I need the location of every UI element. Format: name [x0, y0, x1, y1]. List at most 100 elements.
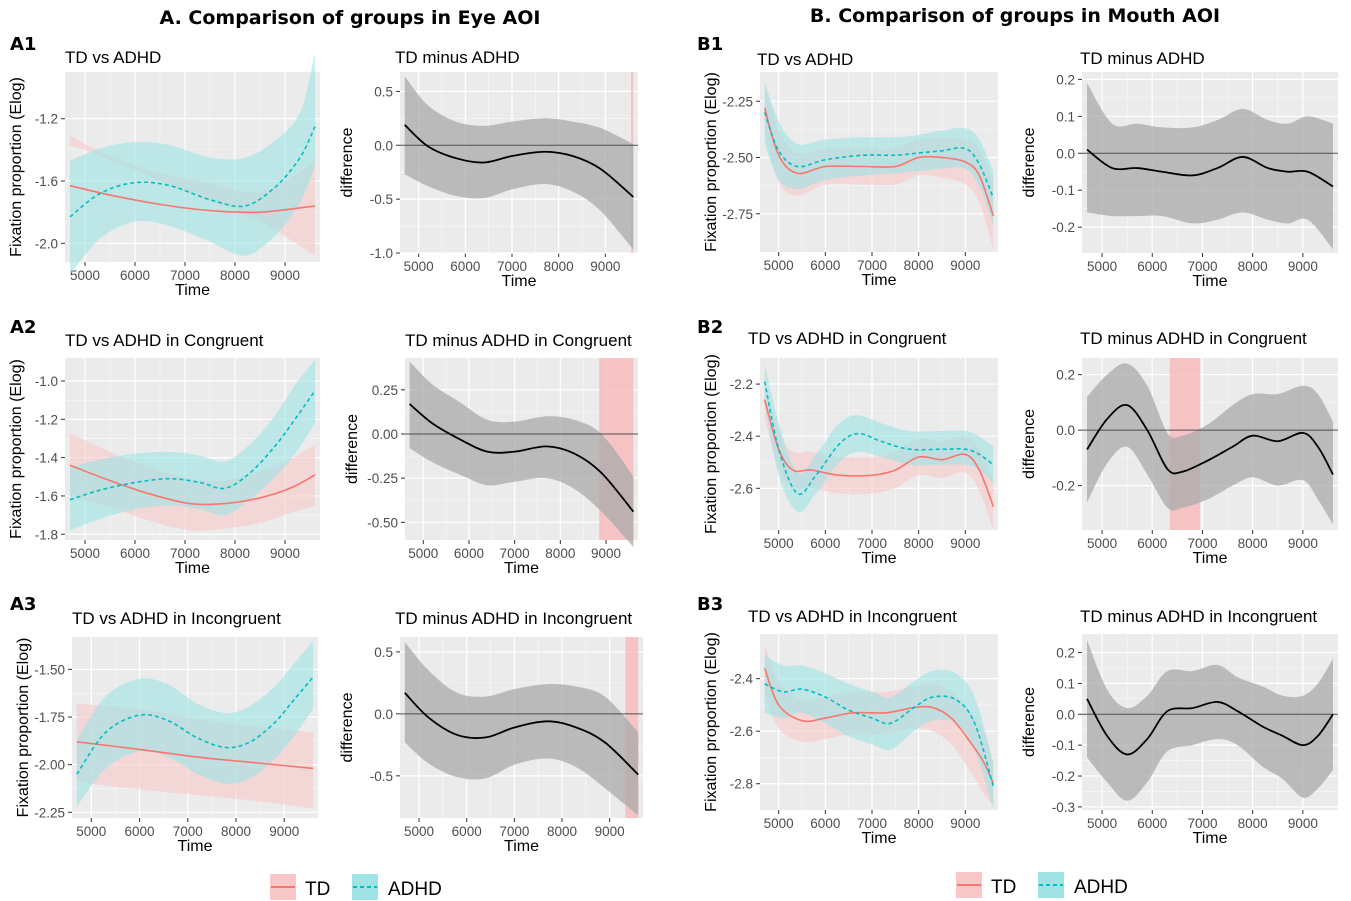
panel-tag-a1: A1: [10, 34, 36, 55]
y-tick-label: -1.50: [34, 662, 65, 677]
panel-tag-a3: A3: [10, 594, 36, 615]
x-tick-label: 8000: [547, 824, 577, 839]
x-tick-label: 5000: [764, 816, 794, 831]
confidence-band-difference: [1087, 363, 1333, 525]
x-tick-label: 7000: [170, 268, 200, 283]
series-line-difference: [1086, 698, 1334, 756]
y-tick-label: 0.0: [1056, 146, 1075, 161]
y-axis-label: Fixation proportion (Elog): [15, 638, 32, 818]
chart-B3-left: 5000 6000 7000 8000 9000 -2.8 -2.6 -2.4 TD vs AD…: [703, 607, 998, 847]
x-axis-label: Time: [1193, 830, 1228, 847]
legend-adhd-label: ADHD: [1074, 877, 1128, 898]
y-tick-label: 0.25: [372, 383, 398, 398]
chart-B3-right: 5000 6000 7000 8000 9000 -0.3 -0.2 -0.1 0.0 0.1 0.…: [1021, 607, 1338, 847]
y-tick-label: -2.25: [34, 805, 65, 820]
y-tick-label: -0.25: [367, 471, 398, 486]
panel-title: TD minus ADHD: [1080, 49, 1205, 68]
chart-A2-right: 5000 6000 7000 8000 9000 -0.50 -0.25 0.00 0.25 TD…: [344, 331, 638, 577]
x-tick-label: 7000: [1187, 259, 1217, 274]
x-tick-label: 7000: [170, 546, 200, 561]
x-tick-label: 9000: [595, 824, 625, 839]
y-tick-label: 0.0: [374, 707, 393, 722]
panel-title: TD minus ADHD in Incongruent: [395, 609, 632, 628]
x-tick-label: 5000: [1087, 259, 1117, 274]
x-tick-label: 7000: [173, 824, 203, 839]
x-tick-label: 6000: [1137, 259, 1167, 274]
x-tick-label: 7000: [499, 824, 529, 839]
x-tick-label: 8000: [1238, 816, 1268, 831]
x-tick-label: 9000: [1288, 816, 1318, 831]
y-tick-label: 0.0: [1056, 423, 1075, 438]
x-axis-label: Time: [504, 838, 539, 855]
y-tick-label: 0.5: [374, 84, 393, 99]
panel-tag-b1: B1: [697, 34, 723, 55]
series-line-td: [69, 184, 316, 214]
x-tick-label: 6000: [450, 259, 480, 274]
y-axis-label: difference: [1021, 127, 1038, 197]
y-tick-label: -0.3: [1052, 800, 1075, 815]
y-tick-label: -0.1: [1052, 183, 1075, 198]
x-tick-label: 9000: [270, 546, 300, 561]
y-tick-label: -2.00: [34, 758, 65, 773]
series-line-adhd: [763, 381, 994, 496]
x-tick-label: 7000: [500, 546, 530, 561]
x-axis-label: Time: [175, 282, 210, 299]
chart-grid: 5000 6000 7000 8000 9000 -2.0 -1.6 -1.2 TD vs AD…: [8, 48, 1338, 855]
panel-tag-b2: B2: [697, 317, 723, 338]
y-tick-label: -1.8: [35, 527, 58, 542]
confidence-band-difference: [1087, 83, 1333, 250]
y-tick-label: 0.5: [374, 645, 393, 660]
y-tick-label: -2.6: [730, 724, 753, 739]
y-tick-label: -2.25: [722, 94, 753, 109]
confidence-band-difference: [404, 642, 639, 816]
y-tick-label: -2.0: [35, 236, 58, 251]
x-axis-label: Time: [175, 560, 210, 577]
x-tick-label: 5000: [764, 536, 794, 551]
y-axis-label: Fixation proportion (Elog): [8, 77, 25, 257]
panel-title: TD vs ADHD in Congruent: [748, 329, 947, 348]
x-tick-label: 8000: [221, 824, 251, 839]
confidence-band-difference: [409, 361, 634, 548]
panel-title: TD vs ADHD in Congruent: [65, 331, 264, 350]
y-tick-label: -1.2: [35, 412, 58, 427]
y-tick-label: -0.5: [370, 192, 393, 207]
x-tick-label: 6000: [452, 824, 482, 839]
x-tick-label: 5000: [76, 824, 106, 839]
series-line-adhd: [69, 390, 316, 501]
x-tick-label: 5000: [404, 824, 434, 839]
panel-title: TD minus ADHD: [395, 48, 520, 67]
x-tick-label: 8000: [1238, 536, 1268, 551]
y-tick-label: -1.4: [35, 451, 59, 466]
chart-A2-left: 5000 6000 7000 8000 9000 -1.8 -1.6 -1.4 -1.2 -1.0…: [8, 331, 320, 577]
series-line-adhd: [763, 112, 995, 199]
x-tick-label: 6000: [125, 824, 155, 839]
x-axis-label: Time: [1193, 550, 1228, 567]
confidence-band-adhd: [76, 640, 314, 807]
x-tick-label: 9000: [590, 259, 620, 274]
series-line-td: [69, 464, 316, 506]
y-tick-label: -1.0: [35, 374, 58, 389]
y-tick-label: -2.50: [722, 151, 753, 166]
panel-title: TD minus ADHD in Incongruent: [1080, 607, 1317, 626]
series-line-difference: [404, 124, 634, 198]
y-tick-label: -1.6: [35, 174, 58, 189]
y-tick-label: -1.6: [35, 489, 58, 504]
x-axis-label: Time: [502, 273, 537, 290]
y-axis-label: difference: [339, 127, 356, 197]
x-tick-label: 8000: [904, 536, 934, 551]
x-tick-label: 9000: [591, 546, 621, 561]
x-tick-label: 9000: [1288, 259, 1318, 274]
x-axis-label: Time: [1193, 273, 1228, 290]
x-tick-label: 8000: [1238, 259, 1268, 274]
y-tick-label: -0.50: [367, 515, 398, 530]
chart-B1-right: 5000 6000 7000 8000 9000 -0.2 -0.1 0.0 0.1 0.2 TD …: [1021, 49, 1338, 290]
panel-title: TD minus ADHD in Congruent: [405, 331, 632, 350]
x-tick-label: 7000: [497, 259, 527, 274]
x-tick-label: 8000: [220, 268, 250, 283]
y-axis-label: difference: [344, 414, 361, 484]
series-line-adhd: [76, 676, 314, 775]
y-tick-label: -1.75: [34, 710, 65, 725]
panel-title: TD vs ADHD: [757, 50, 853, 69]
series-line-difference: [1086, 148, 1334, 188]
y-tick-label: -1.2: [35, 112, 58, 127]
